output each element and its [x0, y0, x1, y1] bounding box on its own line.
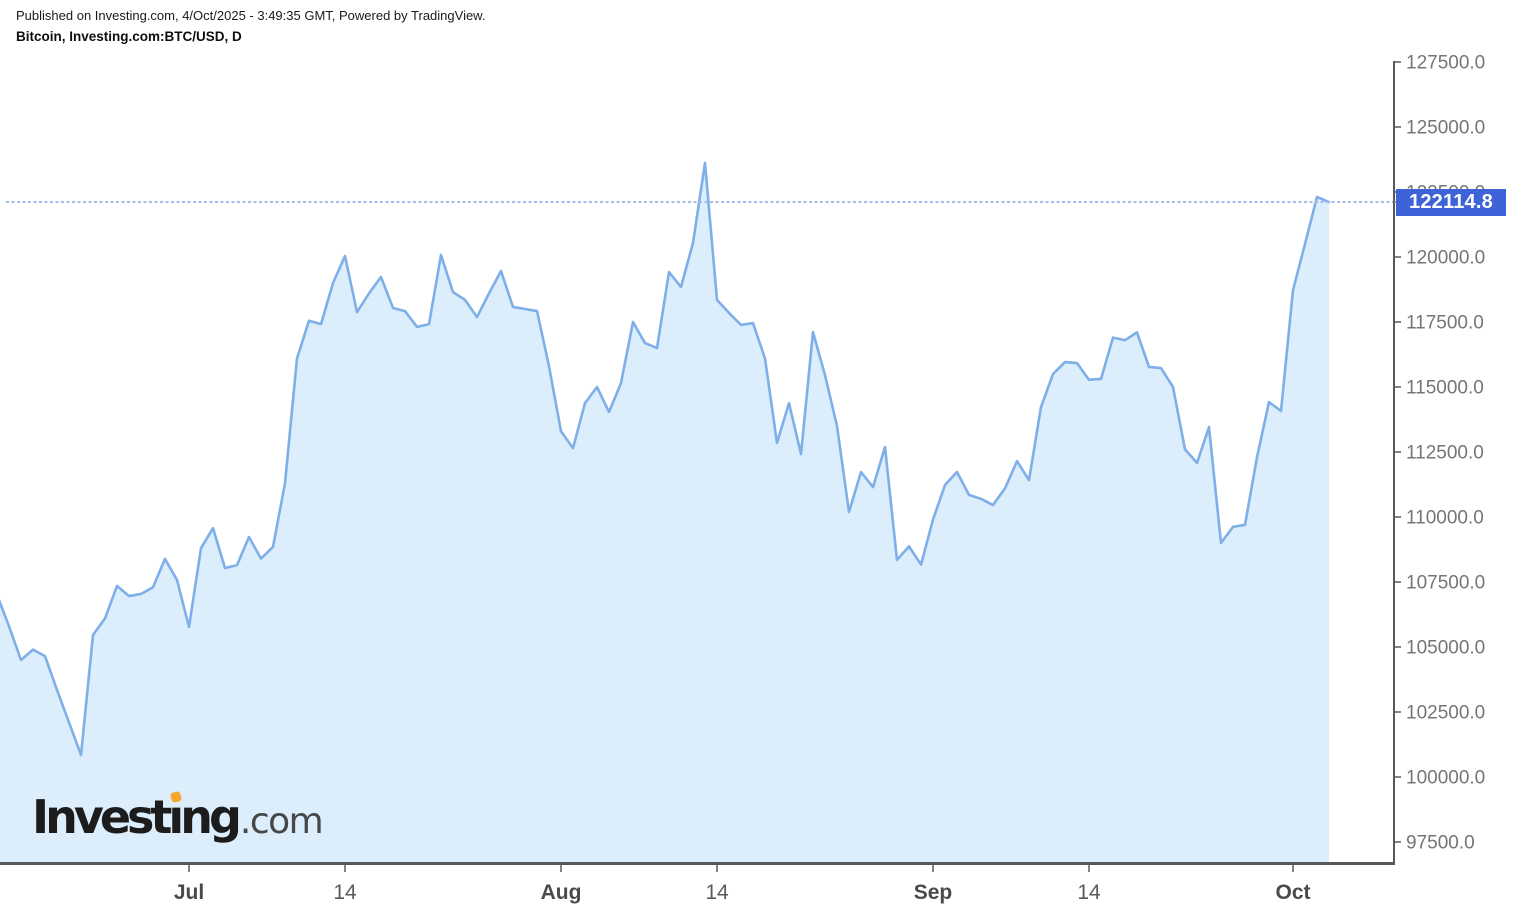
x-axis-tick-label: 14 [1077, 881, 1101, 904]
logo-i-letter: ı [168, 790, 184, 844]
y-axis-tick-label: 97500.0 [1406, 833, 1475, 854]
price-area-fill [0, 162, 1329, 862]
price-line [0, 161, 1331, 757]
x-axis-tick-label: 14 [333, 881, 357, 904]
logo-suffix-text: .com [239, 801, 324, 842]
y-axis-tick-label: 117500.0 [1406, 313, 1484, 334]
x-axis-tick-label: Sep [914, 881, 953, 904]
x-axis-tick-label: Oct [1275, 881, 1310, 904]
last-price-badge: 122114.8 [1396, 189, 1506, 216]
y-axis-tick-label: 115000.0 [1406, 378, 1484, 399]
x-axis-tick-label: Aug [541, 881, 582, 904]
y-axis-tick-label: 107500.0 [1406, 573, 1485, 594]
y-axis-tick-label: 127500.0 [1406, 53, 1485, 74]
y-axis-tick-label: 100000.0 [1406, 768, 1485, 789]
investing-com-logo[interactable]: Investı ng .com [32, 790, 324, 844]
logo-brand-text: Investı ng [32, 790, 242, 844]
y-axis-tick-label: 105000.0 [1406, 638, 1485, 659]
y-axis-tick-label: 125000.0 [1406, 118, 1485, 139]
symbol-title: Bitcoin, Investing.com:BTC/USD, D [16, 29, 242, 44]
x-axis-tick-label: Jul [174, 881, 204, 904]
x-axis-time-scale[interactable]: Jul 14 Aug 14 Sep 14 Oct [174, 865, 1311, 904]
y-axis-price-scale[interactable]: 127500.0125000.0122500.0120000.0117500.0… [1394, 53, 1485, 854]
y-axis-tick-label: 102500.0 [1406, 703, 1485, 724]
logo-orange-dot-icon [170, 790, 183, 804]
x-axis-tick-label: 14 [705, 881, 729, 904]
y-axis-tick-label: 120000.0 [1406, 248, 1485, 269]
y-axis-tick-label: 110000.0 [1406, 508, 1484, 529]
published-line: Published on Investing.com, 4/Oct/2025 -… [16, 8, 486, 23]
y-axis-tick-label: 112500.0 [1406, 443, 1484, 464]
